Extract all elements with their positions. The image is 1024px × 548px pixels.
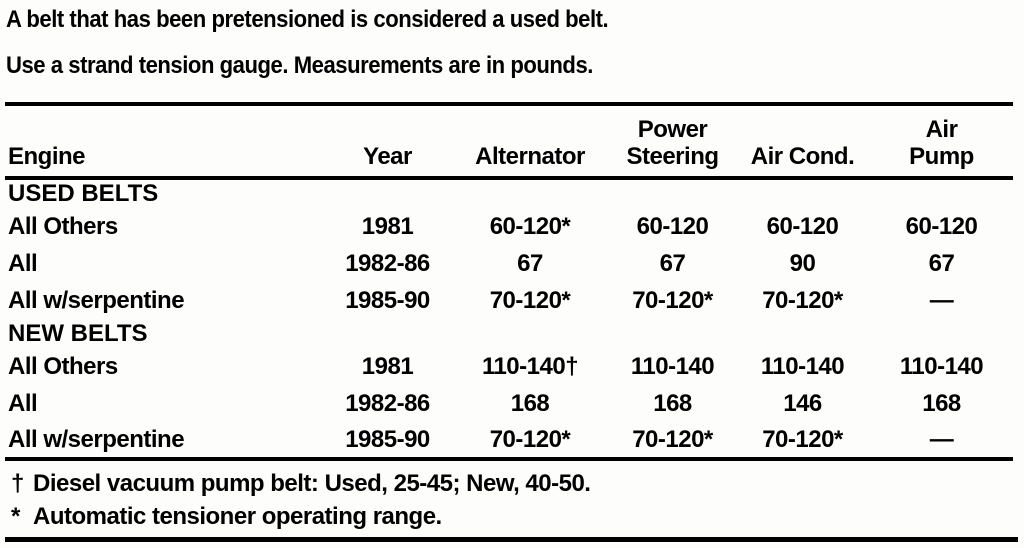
table-body: USED BELTS All Others 1981 60-120* 60-12… — [5, 178, 1013, 459]
cell-power-steering: 70-120* — [632, 286, 713, 314]
col-header-year: Year — [325, 104, 450, 180]
cell-air-pump: 168 — [922, 389, 961, 417]
table-row: All w/serpentine 1985-90 70-120* 70-120*… — [5, 422, 1013, 459]
cell-air-pump: — — [929, 425, 954, 453]
cell-engine: All — [8, 249, 38, 277]
cell-air-cond: 110-140 — [760, 352, 845, 380]
cell-power-steering: 168 — [653, 389, 692, 417]
cell-alternator: 168 — [510, 389, 550, 417]
table-row: All Others 1981 60-120* 60-120 60-120 60… — [5, 208, 1013, 245]
cell-year: 1985-90 — [345, 286, 430, 314]
cell-alternator: 60-120* — [489, 212, 571, 240]
cell-air-pump: — — [929, 286, 954, 314]
footnote-dagger: † Diesel vacuum pump belt: Used, 25-45; … — [5, 470, 1024, 498]
intro-text: A belt that has been pretensioned is con… — [0, 0, 1024, 80]
footnotes: † Diesel vacuum pump belt: Used, 25-45; … — [5, 470, 1024, 531]
cell-air-cond: 60-120 — [766, 212, 839, 240]
asterisk-icon: * — [11, 503, 20, 530]
cell-engine: All w/serpentine — [8, 425, 185, 453]
cell-air-pump: 110-140 — [899, 352, 984, 380]
cell-year: 1985-90 — [345, 425, 430, 453]
cell-alternator: 110-140† — [481, 352, 579, 380]
cell-air-cond: 146 — [783, 389, 822, 417]
cell-air-pump: 60-120 — [905, 212, 978, 240]
cell-power-steering: 60-120 — [636, 212, 709, 240]
cell-alternator: 70-120* — [489, 425, 571, 453]
cell-power-steering: 110-140 — [630, 352, 715, 380]
table-row: All 1982-86 168 168 146 168 — [5, 385, 1013, 422]
cell-air-cond: 90 — [789, 249, 816, 277]
table-header: Engine Year Alternator Power Steering Air… — [5, 104, 1013, 180]
cell-year: 1981 — [361, 352, 414, 380]
col-header-air-pump: Air Pump — [870, 104, 1013, 180]
dagger-icon: † — [11, 470, 24, 497]
intro-line-1: A belt that has been pretensioned is con… — [6, 6, 609, 33]
col-header-air-pump-line2: Pump — [909, 143, 974, 170]
header-row: Engine Year Alternator Power Steering Air… — [5, 104, 1013, 180]
col-header-air-cond: Air Cond. — [735, 104, 870, 180]
cell-alternator: 67 — [517, 249, 543, 277]
page-bottom-rule — [5, 537, 1018, 542]
cell-year: 1982-86 — [345, 389, 430, 417]
cell-engine: All Others — [8, 352, 118, 380]
intro-line-2: Use a strand tension gauge. Measurements… — [6, 52, 593, 79]
section-title: USED BELTS — [8, 180, 159, 207]
cell-alternator: 70-120* — [489, 286, 571, 314]
cell-air-pump: 67 — [928, 249, 955, 277]
col-header-power-steering: Power Steering — [610, 104, 735, 180]
col-header-alternator: Alternator — [450, 104, 610, 180]
table-row: All w/serpentine 1985-90 70-120* 70-120*… — [5, 282, 1013, 319]
cell-power-steering: 67 — [659, 249, 686, 277]
table-row: All 1982-86 67 67 90 67 — [5, 245, 1013, 282]
section-header-new-belts: NEW BELTS — [5, 319, 1013, 348]
footnote-text: Diesel vacuum pump belt: Used, 25-45; Ne… — [33, 470, 591, 497]
footnote-text: Automatic tensioner operating range. — [33, 503, 442, 530]
col-header-engine: Engine — [5, 104, 325, 180]
cell-power-steering: 70-120* — [632, 425, 713, 453]
col-header-power-steering-line1: Power — [637, 116, 708, 143]
section-header-used-belts: USED BELTS — [5, 178, 1013, 208]
cell-air-cond: 70-120* — [762, 286, 843, 314]
table-row: All Others 1981 110-140† 110-140 110-140… — [5, 348, 1013, 385]
cell-engine: All Others — [8, 212, 118, 240]
cell-year: 1982-86 — [345, 249, 430, 277]
col-header-power-steering-line2: Steering — [626, 143, 719, 170]
footnote-asterisk: * Automatic tensioner operating range. — [5, 503, 1024, 531]
col-header-air-pump-line1: Air — [925, 116, 958, 143]
cell-air-cond: 70-120* — [762, 425, 843, 453]
section-title: NEW BELTS — [8, 319, 148, 347]
cell-engine: All w/serpentine — [8, 286, 185, 314]
cell-year: 1981 — [361, 212, 414, 240]
cell-engine: All — [8, 389, 38, 417]
belt-tension-table: Engine Year Alternator Power Steering Air… — [5, 102, 1013, 461]
